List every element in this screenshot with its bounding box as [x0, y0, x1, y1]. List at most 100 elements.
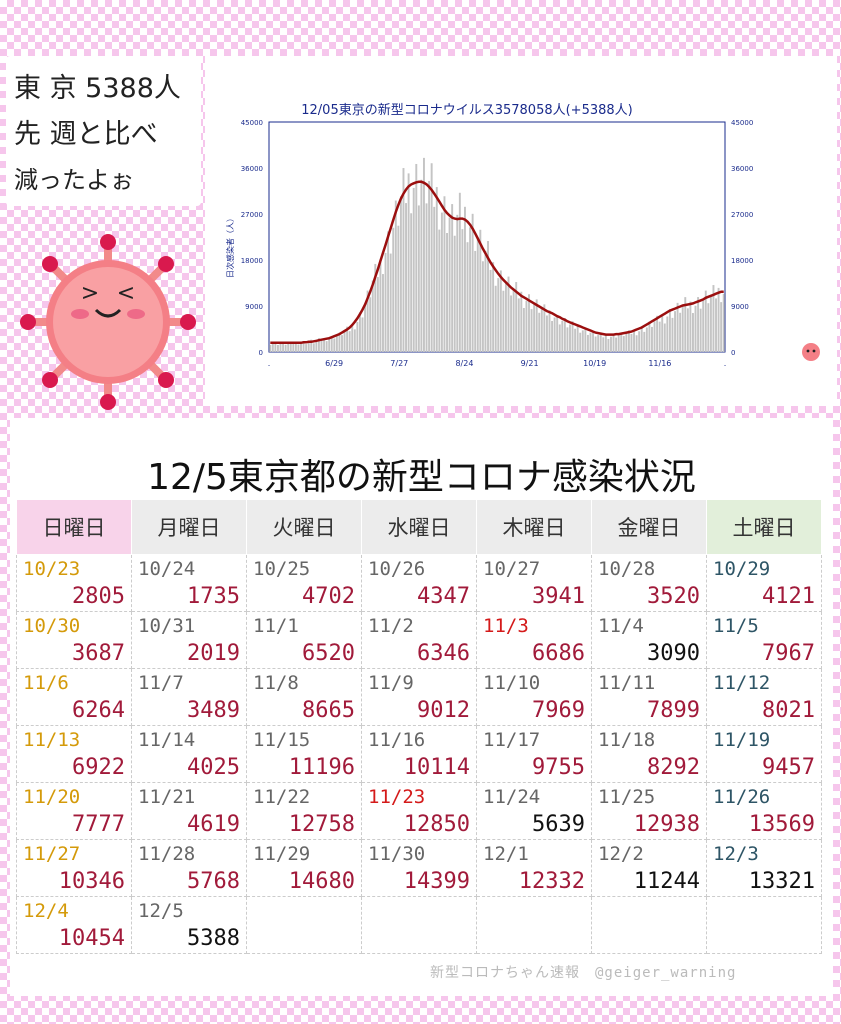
bar-149 [651, 326, 653, 352]
cell-count: 8021 [762, 698, 815, 723]
cell-date: 11/29 [253, 843, 311, 865]
cell-count: 7969 [532, 698, 585, 723]
cell-count: 8292 [647, 755, 700, 780]
bar-37 [364, 305, 367, 352]
cell-date: 11/19 [713, 729, 771, 751]
bar-87 [492, 262, 495, 352]
bar-98 [520, 291, 523, 352]
bubble-line-3: 減ったよぉ [14, 166, 134, 194]
virus-mascot-icon: > < [20, 234, 196, 410]
bar-72 [453, 235, 456, 352]
bar-140 [627, 330, 630, 352]
bar-57 [415, 163, 418, 352]
day-cell: 11/12 8021 [706, 668, 822, 726]
day-cell: 11/8 8665 [246, 668, 362, 726]
bar-116 [566, 327, 569, 352]
bar-155 [666, 316, 669, 352]
header-5: 金曜日 [591, 499, 707, 555]
bar-54 [407, 173, 410, 352]
bar-60 [423, 157, 425, 352]
header-4: 木曜日 [476, 499, 592, 555]
day-cell: 10/24 1735 [131, 554, 247, 612]
bar-44 [382, 274, 384, 352]
bar-99 [522, 307, 525, 352]
day-cell: 10/29 4121 [706, 554, 822, 612]
cell-count: 7967 [762, 641, 815, 666]
bar-112 [556, 315, 559, 352]
day-cell: 11/17 9755 [476, 725, 592, 783]
bar-174 [715, 298, 717, 352]
bar-160 [679, 312, 682, 352]
bar-89 [497, 278, 500, 352]
bar-171 [707, 303, 710, 352]
bar-58 [417, 205, 420, 352]
day-cell [476, 896, 592, 954]
daily-cases-chart: 12/05東京の新型コロナウイルス3578058人(+5388人) 日次感染者（… [225, 102, 753, 368]
bar-170 [704, 290, 707, 352]
seven-day-average-line [270, 180, 724, 345]
cell-count: 8665 [302, 698, 355, 723]
day-cell: 11/13 6922 [16, 725, 132, 783]
bar-25 [333, 338, 336, 352]
bar-126 [592, 330, 595, 352]
plot-frame [268, 121, 726, 353]
cell-count: 1735 [187, 584, 240, 609]
weekly-table-panel: 12/5東京都の新型コロナ感染状況 日曜日 月曜日 火曜日 水曜日 木曜日 金曜日 土曜日 … [10, 418, 833, 996]
table-row: 11/13 6922 11/14 4025 11/15 11196 11/16 10114 11… [16, 725, 822, 783]
cell-count: 5639 [532, 812, 585, 837]
header-0: 日曜日 [16, 499, 132, 555]
bar-138 [622, 336, 625, 352]
cell-date: 11/11 [598, 672, 656, 694]
table-row: 10/23 2805 10/24 1735 10/25 4702 10/26 4347 10/2… [16, 554, 822, 612]
cell-count: 12332 [518, 869, 585, 894]
cell-count: 10346 [58, 869, 125, 894]
day-cell: 11/30 14399 [361, 839, 477, 897]
cell-date: 11/5 [713, 615, 759, 637]
cell-count: 6520 [302, 641, 355, 666]
bar-127 [594, 336, 597, 352]
bar-5 [282, 343, 285, 352]
table-row: 11/27 10346 11/28 5768 11/29 14680 11/30 14399 1… [16, 839, 822, 897]
bar-97 [517, 298, 520, 352]
cell-date: 10/25 [253, 558, 311, 580]
bar-110 [551, 320, 554, 352]
cell-date: 12/4 [23, 900, 69, 922]
y-tick-label-l-3: 27000 [241, 211, 263, 219]
bar-27 [338, 332, 341, 352]
cell-date: 11/14 [138, 729, 196, 751]
bar-40 [371, 280, 374, 352]
bar-125 [589, 332, 592, 352]
cell-date: 11/10 [483, 672, 541, 694]
mini-virus-icon [802, 343, 820, 361]
bar-81 [476, 239, 479, 352]
cell-date: 11/23 [368, 786, 426, 808]
bar-36 [361, 317, 364, 352]
bar-28 [341, 335, 343, 352]
bar-83 [481, 261, 484, 352]
bar-64 [433, 206, 436, 352]
day-cell: 11/23 12850 [361, 782, 477, 840]
bar-90 [499, 270, 502, 352]
bar-48 [392, 227, 395, 352]
bar-24 [330, 336, 333, 352]
header-1: 月曜日 [131, 499, 247, 555]
bar-15 [307, 341, 310, 352]
cell-count: 7899 [647, 698, 700, 723]
bar-128 [597, 335, 600, 352]
bar-141 [630, 333, 633, 352]
day-cell: 11/19 9457 [706, 725, 822, 783]
day-cell: 10/28 3520 [591, 554, 707, 612]
cell-date: 11/25 [598, 786, 656, 808]
bar-22 [325, 341, 328, 352]
bar-80 [474, 250, 477, 352]
bar-177 [722, 293, 725, 352]
bar-79 [471, 213, 474, 352]
cell-date: 10/26 [368, 558, 426, 580]
cell-count: 4025 [187, 755, 240, 780]
bar-148 [648, 321, 651, 352]
chart-title: 12/05東京の新型コロナウイルス3578058人(+5388人) [301, 102, 632, 118]
cell-count: 14680 [288, 869, 355, 894]
y-tick-label-r-2: 18000 [731, 257, 753, 265]
cell-count: 4121 [762, 584, 815, 609]
day-cell: 11/28 5768 [131, 839, 247, 897]
